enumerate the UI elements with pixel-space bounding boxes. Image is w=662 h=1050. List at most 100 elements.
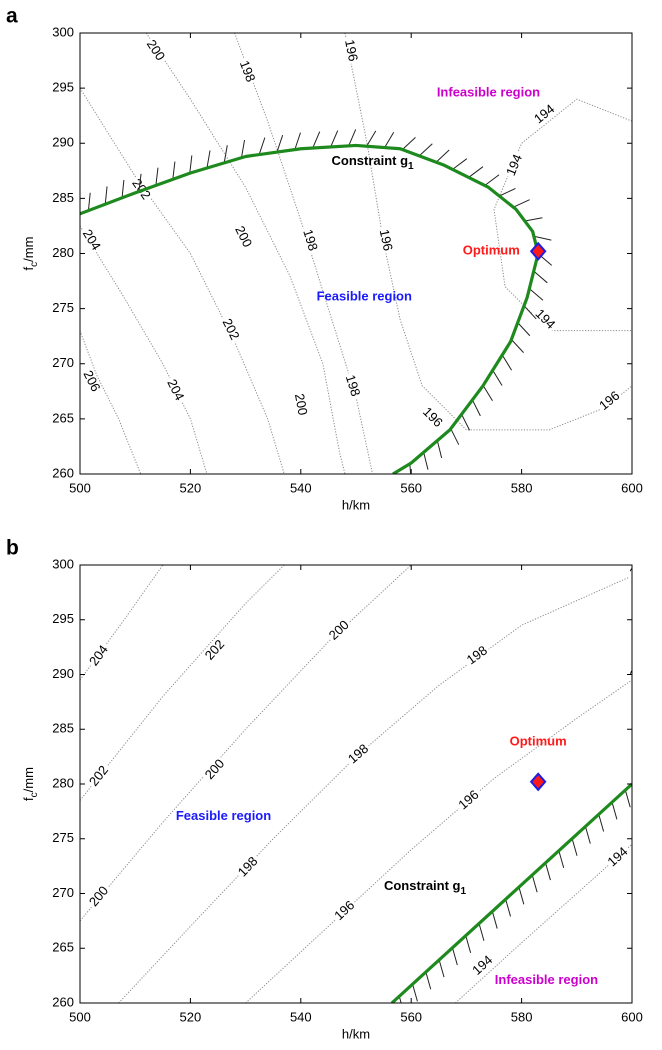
constraint-hatch [524,217,543,222]
contour-label-group: 196 [375,226,396,255]
annotation: Optimum [463,243,520,258]
y-tick-label: 285 [52,190,74,205]
contour-label-bg [299,225,321,255]
annotation-text: Constraint g [384,878,461,893]
y-axis-label-tail: /mm [21,237,36,262]
y-axis-label-main: f [21,266,36,270]
contour-label-bg [462,642,493,670]
annotation-text: Feasible region [176,808,271,823]
constraint-hatch [206,150,211,169]
y-tick-label: 300 [52,556,74,571]
panel-label: b [6,537,19,560]
constraint-hatch [258,137,266,155]
y-tick-label: 260 [52,994,74,1009]
constraint-hatch [384,131,395,148]
constraint-hatch [402,137,416,150]
constraint-hatch [451,947,458,966]
constraint-hatch [312,131,321,149]
contour-label-group: 202 [85,761,113,791]
constraint-hatch [484,174,500,186]
contour-label-bg [218,314,243,345]
panel-label: a [6,5,18,28]
constraint-hatch [189,155,193,174]
contour-label-bg [230,222,255,252]
constraint-hatch [423,452,429,470]
constraint-hatch [523,305,537,320]
contour-label: 196 [626,658,652,683]
annotation-text: Optimum [463,243,520,258]
constraint-hatch [491,911,498,929]
contour-label-bg [80,366,104,397]
contour-label-bg [142,35,169,66]
constraint-hatch [531,874,538,893]
contour-label-bg [85,882,114,912]
constraint-hatch [452,158,468,170]
constraint-hatch [624,789,631,808]
constraint-hatch [465,935,472,953]
constraint-hatch [571,838,578,856]
annotation: Optimum [510,734,567,749]
constraint-hatch [348,129,357,147]
constraint-hatch [438,959,445,978]
contour-label: 198 [300,227,321,252]
constraint-hatch [172,161,176,180]
constraint-hatch [425,971,432,990]
contour-label-bg [80,225,104,256]
x-tick-label: 600 [621,1009,643,1024]
y-tick-label: 265 [52,410,74,425]
constraint-hatch [294,132,301,150]
contour-label-bg [503,150,527,180]
x-tick-label: 600 [621,480,643,495]
constraint-hatch [533,270,548,284]
annotation: Constraint g1 [331,153,414,171]
annotation: Infeasible region [437,85,540,100]
constraint-hatch [276,134,284,153]
x-tick-label: 540 [290,1009,312,1024]
y-tick-label: 275 [52,830,74,845]
constraint-hatch [545,862,551,881]
contour-label-bg [201,755,230,785]
contour-label-group: 198 [235,56,259,87]
constraint-hatch [518,886,525,905]
y-tick-label: 295 [52,80,74,95]
x-tick-label: 560 [400,1009,422,1024]
constraint-hatch [330,130,339,148]
constraint-hatch [461,414,471,431]
annotation: Infeasible region [495,973,598,988]
annotation: Constraint g1 [384,878,467,896]
constraint-hatch [511,339,524,353]
contour-line [80,225,208,474]
plot: 2062042042022022002002001981981981961961… [80,33,632,474]
contour-label-bg [234,852,263,882]
constraint-hatch [598,814,605,832]
constraint-hatch [558,850,565,869]
y-axis-label-main: f [21,797,36,801]
plot-area [80,33,632,474]
constraint-hatch [529,288,544,301]
y-tick-label: 285 [52,721,74,736]
y-axis-label: fc/mm [21,767,39,801]
contour-label-bg [85,761,113,791]
constraint-hatch [366,130,377,147]
contour-label-bg [85,641,113,671]
y-axis-label: fc/mm [21,237,39,271]
constraint-hatch [584,826,591,844]
contour-line [455,843,632,1003]
constraint-hatch [471,399,481,417]
annotation-text: Optimum [510,734,567,749]
contour-label: 200 [292,392,311,416]
annotation-text: Infeasible region [495,973,598,988]
contour-line [234,33,374,474]
panel: a206204204202202200200200198198198196196… [6,5,643,513]
contour-label-bg [454,786,484,815]
y-axis-label-sub: c [29,792,40,797]
x-tick-label: 540 [290,480,312,495]
contour-label-bg [290,390,310,419]
constraint-hatch [450,428,460,445]
constraint-hatch [409,463,412,474]
contour-label-bg [468,951,498,980]
constraint-hatch [121,179,125,198]
constraint-hatch [393,473,396,474]
y-tick-label: 295 [52,611,74,626]
plot-area [80,565,632,1003]
